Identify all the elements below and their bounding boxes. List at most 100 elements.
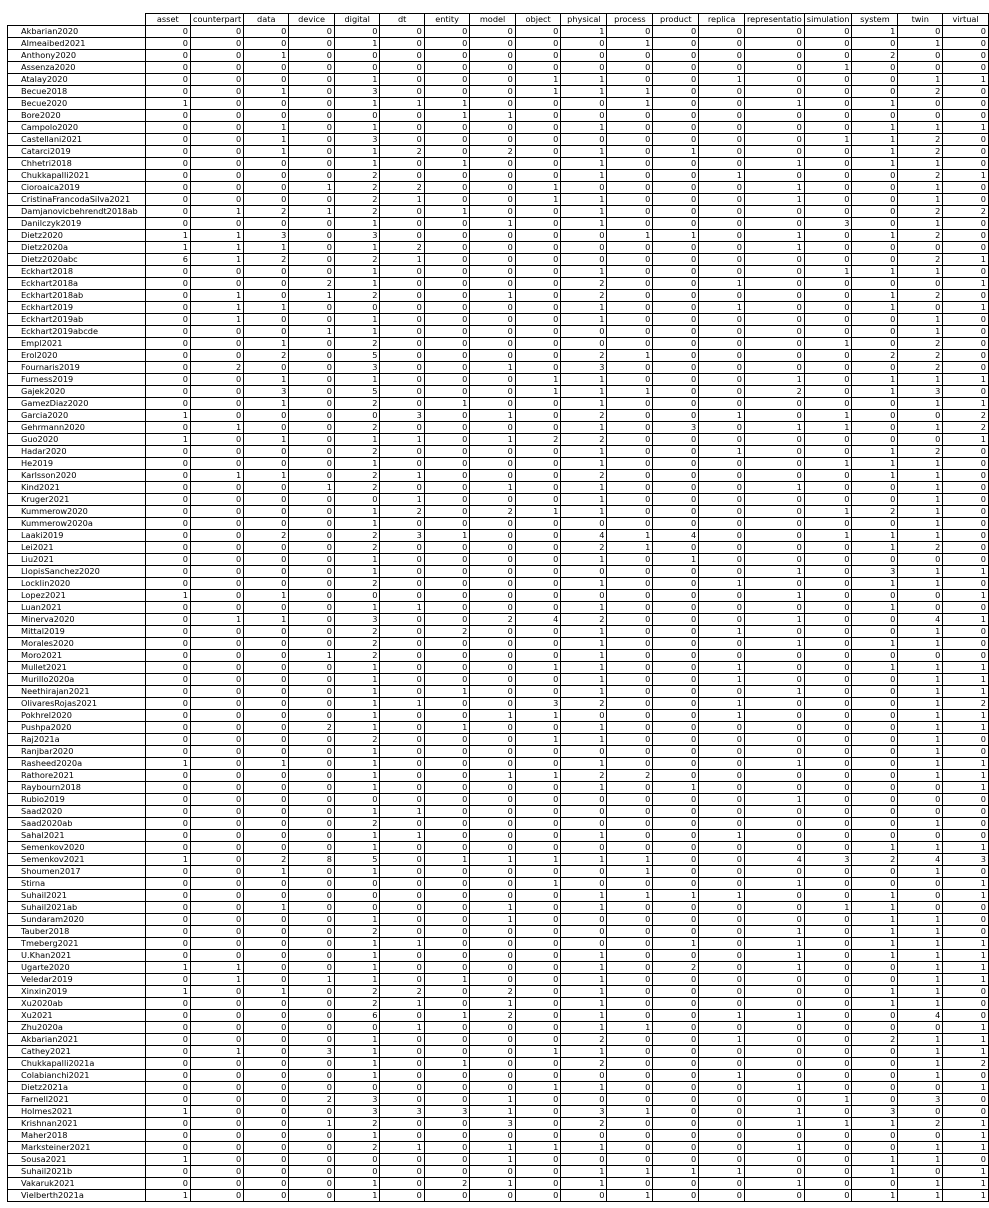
table-cell: 0 [144,493,191,506]
table-cell: 0 [652,1057,700,1070]
table-cell: 1 [652,1165,700,1178]
table-cell: 0 [469,889,516,902]
table-cell: 0 [652,601,700,614]
row-label: Pushpa2020 [7,721,146,734]
row-label: Eckhart2018a [7,277,146,290]
table-row: Eckhart2019abcde 0 0 0 1 1 0 0 0 0 0 0 0 0 0 0 0 1 0 [7,325,989,338]
table-cell: 0 [942,97,989,110]
table-cell: 3 [560,361,608,374]
table-cell: 0 [243,673,290,686]
table-cell: 0 [189,1153,245,1166]
table-cell: 0 [698,1105,745,1118]
table-cell: 0 [743,409,805,422]
table-cell: 0 [942,649,989,662]
table-cell: 0 [652,481,700,494]
table-cell: 0 [803,673,853,686]
table-cell: 0 [803,109,853,122]
table-row: Tauber2018 0 0 0 0 2 0 0 0 0 0 0 0 0 1 0 1 1 0 [7,925,989,938]
table-cell: 0 [743,253,805,266]
table-cell: 0 [851,325,899,338]
table-cell: 0 [333,409,381,422]
table-cell: 1 [942,661,989,674]
table-cell: 1 [243,589,290,602]
table-row: Liu2021 0 0 0 0 1 0 0 0 0 1 0 1 0 0 0 0 0 0 [7,553,989,566]
table-cell: 0 [243,481,290,494]
table-cell: 0 [606,589,654,602]
table-cell: 0 [942,865,989,878]
table-cell: 0 [379,109,425,122]
table-cell: 0 [851,961,899,974]
table-cell: 0 [851,1045,899,1058]
table-row: Ugarte2020 1 1 0 0 1 0 0 0 0 1 0 2 0 1 0 0 1 1 [7,961,989,974]
table-cell: 0 [144,889,191,902]
table-row: Tmeberg2021 0 0 0 0 1 1 0 0 0 0 0 1 0 1 0 1 1 1 [7,937,989,950]
table-cell: 0 [469,601,516,614]
table-cell: 0 [379,1033,425,1046]
table-cell: 1 [189,301,245,314]
table-cell: 0 [698,997,745,1010]
table-cell: 1 [379,433,425,446]
table-cell: 0 [803,865,853,878]
table-cell: 0 [379,925,425,938]
table-cell: 2 [333,997,381,1010]
table-cell: 0 [144,709,191,722]
table-cell: 0 [514,637,562,650]
table-cell: 0 [743,265,805,278]
table-cell: 0 [423,553,471,566]
table-cell: 0 [698,313,745,326]
table-cell: 0 [144,685,191,698]
table-cell: 0 [144,1177,191,1190]
table-cell: 0 [514,973,562,986]
table-row: Empl2021 0 0 1 0 2 0 0 0 0 0 0 0 0 0 1 0 2 0 [7,337,989,350]
table-cell: 0 [652,85,700,98]
table-cell: 1 [652,553,700,566]
table-cell: 0 [606,601,654,614]
table-cell: 0 [379,217,425,230]
table-cell: 0 [514,493,562,506]
table-cell: 0 [288,637,335,650]
table-cell: 1 [469,289,516,302]
table-row: Fournaris2019 0 2 0 0 3 0 0 1 0 3 0 0 0 0 0 0 2 0 [7,361,989,374]
table-cell: 0 [652,793,700,806]
table-cell: 0 [942,601,989,614]
table-cell: 1 [897,181,944,194]
table-cell: 2 [333,817,381,830]
row-label: Luan2021 [7,601,146,614]
table-cell: 0 [942,265,989,278]
table-cell: 0 [423,613,471,626]
table-cell: 2 [333,469,381,482]
table-cell: 0 [698,493,745,506]
table-cell: 1 [560,145,608,158]
table-cell: 1 [333,1177,381,1190]
table-cell: 0 [851,517,899,530]
table-cell: 0 [942,109,989,122]
table-cell: 0 [243,157,290,170]
table-cell: 0 [144,337,191,350]
table-cell: 3 [333,133,381,146]
table-cell: 0 [288,685,335,698]
table-cell: 0 [743,349,805,362]
table-cell: 0 [423,325,471,338]
table-cell: 0 [189,1189,245,1202]
table-cell: 0 [288,49,335,62]
table-cell: 0 [606,973,654,986]
table-cell: 0 [851,733,899,746]
column-header-virtual: virtual [942,13,989,26]
table-cell: 0 [243,361,290,374]
table-cell: 0 [423,733,471,746]
table-cell: 0 [144,481,191,494]
table-cell: 0 [243,541,290,554]
table-cell: 1 [333,505,381,518]
table-cell: 0 [288,421,335,434]
table-cell: 0 [423,25,471,38]
table-cell: 0 [379,1153,425,1166]
table-cell: 0 [652,301,700,314]
table-row: Pokhrel2020 0 0 0 0 1 0 0 1 1 0 0 0 1 0 0 0 1 1 [7,709,989,722]
table-cell: 0 [469,265,516,278]
table-cell: 1 [743,1081,805,1094]
table-cell: 0 [851,397,899,410]
table-cell: 0 [144,829,191,842]
table-row: Atalay2020 0 0 0 0 1 0 0 0 1 1 0 0 1 0 0 0 1 1 [7,73,989,86]
table-cell: 0 [606,925,654,938]
table-cell: 0 [652,1105,700,1118]
